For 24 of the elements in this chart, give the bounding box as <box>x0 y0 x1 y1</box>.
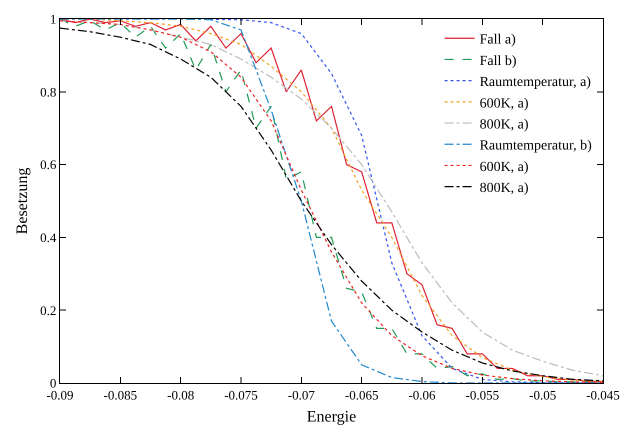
y-tick-label: 1 <box>50 12 56 27</box>
x-tick-label: -0.05 <box>529 388 556 403</box>
y-tick-label: 0.4 <box>40 230 57 245</box>
legend-label: Raumtemperatur, b) <box>480 138 592 154</box>
legend-label: Raumtemperatur, a) <box>480 75 592 90</box>
x-tick-label: -0.055 <box>466 388 500 403</box>
x-tick-label: -0.065 <box>344 388 378 403</box>
legend-label: 800K, a) <box>480 181 529 196</box>
x-tick-label: -0.045 <box>586 388 620 403</box>
y-tick-label: 0.8 <box>40 84 56 100</box>
x-axis-title: Energie <box>306 408 356 426</box>
y-tick-label: 0.6 <box>40 157 57 172</box>
legend-label: 600K, a) <box>480 160 529 175</box>
x-tick-label: -0.075 <box>224 388 258 403</box>
legend-label: 600K, a) <box>480 96 529 112</box>
y-tick-label: 0.2 <box>40 302 56 318</box>
legend-label: Fall a) <box>480 32 516 48</box>
x-tick-label: -0.06 <box>408 388 436 403</box>
legend-label: 800K, a) <box>480 118 529 132</box>
x-tick-label: -0.08 <box>167 388 194 403</box>
x-tick-label: -0.07 <box>288 388 316 403</box>
y-axis-title: Besetzung <box>14 168 32 234</box>
legend-label: Fall b) <box>480 54 517 69</box>
x-tick-label: -0.085 <box>104 388 138 403</box>
